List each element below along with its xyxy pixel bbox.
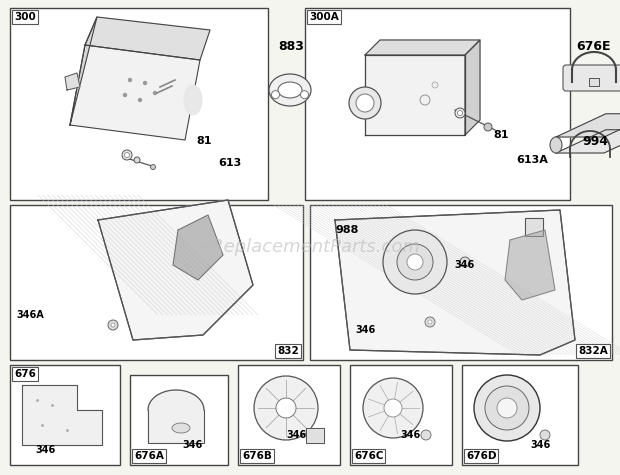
Circle shape (460, 257, 470, 267)
Circle shape (151, 164, 156, 170)
Bar (238, 365, 340, 465)
Text: 994: 994 (582, 135, 608, 148)
Text: 613A: 613A (516, 155, 548, 165)
Bar (589, 78, 599, 86)
Text: 346A: 346A (16, 310, 44, 320)
Bar (525, 218, 543, 236)
Circle shape (143, 82, 146, 85)
Circle shape (108, 320, 118, 330)
Polygon shape (556, 130, 620, 153)
Polygon shape (22, 385, 102, 445)
Polygon shape (505, 230, 555, 300)
Circle shape (154, 92, 156, 95)
Circle shape (455, 108, 465, 118)
Ellipse shape (550, 137, 562, 153)
Circle shape (484, 123, 492, 131)
Circle shape (254, 376, 318, 440)
Text: 81: 81 (196, 136, 211, 146)
Bar (305, 8, 570, 200)
Text: 346: 346 (355, 325, 375, 335)
Text: 676A: 676A (134, 451, 164, 461)
Text: 676D: 676D (466, 451, 497, 461)
Text: 346: 346 (400, 430, 420, 440)
Circle shape (384, 399, 402, 417)
Ellipse shape (172, 423, 190, 433)
Polygon shape (306, 428, 324, 443)
Circle shape (407, 254, 423, 270)
Ellipse shape (269, 74, 311, 106)
Text: 346: 346 (454, 260, 474, 270)
Circle shape (497, 398, 517, 418)
Bar (350, 365, 452, 465)
Text: 676B: 676B (242, 451, 272, 461)
Text: 676E: 676E (576, 40, 611, 53)
Circle shape (276, 398, 296, 418)
Ellipse shape (278, 82, 302, 98)
Circle shape (138, 98, 141, 102)
Bar (310, 205, 612, 360)
Polygon shape (98, 200, 253, 340)
Polygon shape (65, 73, 80, 90)
FancyBboxPatch shape (563, 65, 620, 91)
Circle shape (363, 378, 423, 438)
Polygon shape (365, 55, 465, 135)
Circle shape (356, 94, 374, 112)
Polygon shape (556, 114, 620, 137)
Text: eReplacementParts.com: eReplacementParts.com (200, 238, 420, 256)
Text: 81: 81 (493, 130, 508, 140)
Circle shape (421, 430, 431, 440)
Circle shape (123, 94, 126, 96)
Text: 676C: 676C (354, 451, 384, 461)
Polygon shape (148, 390, 204, 443)
Circle shape (128, 78, 131, 82)
Bar (10, 205, 303, 360)
Text: 300: 300 (14, 12, 36, 22)
Bar (462, 365, 578, 465)
Text: 832: 832 (277, 346, 299, 356)
Circle shape (458, 111, 463, 115)
Circle shape (122, 150, 132, 160)
Polygon shape (173, 215, 223, 280)
Text: 676: 676 (14, 369, 36, 379)
Text: 346: 346 (530, 440, 551, 450)
Ellipse shape (184, 85, 202, 115)
Circle shape (432, 82, 438, 88)
Polygon shape (85, 17, 210, 60)
Circle shape (540, 430, 550, 440)
Circle shape (301, 91, 309, 99)
Text: 346: 346 (286, 430, 306, 440)
Bar (130, 375, 228, 465)
Circle shape (125, 152, 130, 158)
Circle shape (383, 230, 447, 294)
Polygon shape (70, 45, 200, 140)
Text: 883: 883 (278, 40, 304, 53)
Circle shape (111, 323, 115, 327)
Circle shape (474, 375, 540, 441)
Circle shape (349, 87, 381, 119)
Circle shape (428, 320, 432, 324)
Circle shape (425, 317, 435, 327)
Text: 346: 346 (182, 440, 202, 450)
Circle shape (420, 95, 430, 105)
Text: 300A: 300A (309, 12, 339, 22)
Text: 613: 613 (218, 158, 241, 168)
Bar (10, 8, 268, 200)
Text: 832A: 832A (578, 346, 608, 356)
Circle shape (134, 157, 140, 163)
Text: 988: 988 (335, 225, 358, 235)
Polygon shape (465, 40, 480, 135)
Circle shape (272, 91, 280, 99)
Polygon shape (335, 210, 575, 355)
Polygon shape (365, 40, 480, 55)
Circle shape (485, 386, 529, 430)
Bar (10, 365, 120, 465)
Circle shape (397, 244, 433, 280)
Text: 346: 346 (35, 445, 55, 455)
Polygon shape (70, 17, 97, 125)
